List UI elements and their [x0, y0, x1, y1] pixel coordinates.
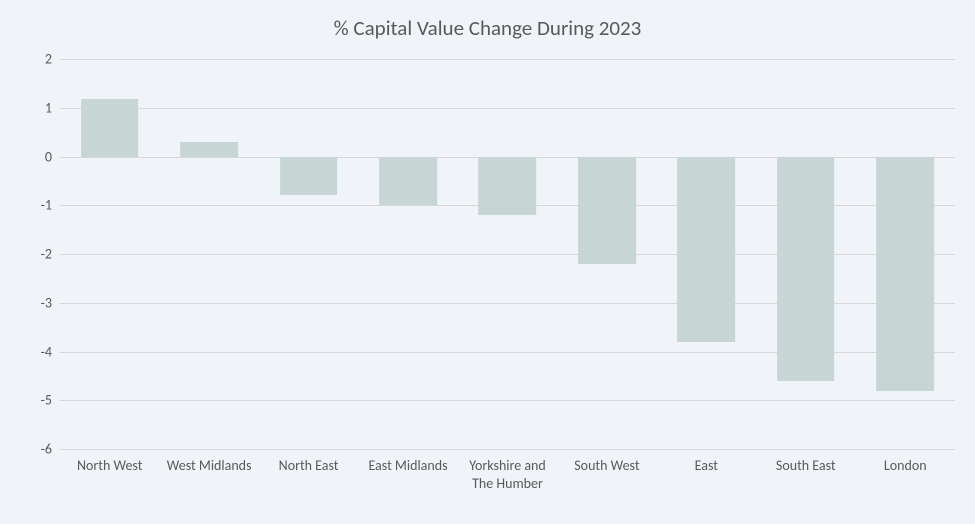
bar	[81, 99, 139, 157]
x-tick-label: Yorkshire and The Humber	[458, 457, 557, 492]
bar-slot	[259, 59, 358, 449]
plot-area: 210-1-2-3-4-5-6	[60, 59, 955, 449]
bar-slot	[856, 59, 955, 449]
x-tick-label: East	[657, 457, 756, 492]
x-axis-labels: North WestWest MidlandsNorth EastEast Mi…	[60, 457, 955, 492]
bar-slot	[657, 59, 756, 449]
x-tick-label: North West	[60, 457, 159, 492]
bar	[280, 157, 338, 195]
chart-container: % Capital Value Change During 2023 210-1…	[0, 0, 975, 524]
bar	[876, 157, 934, 391]
y-tick-label: 2	[45, 51, 52, 68]
x-tick-label: North East	[259, 457, 358, 492]
bar-slot	[458, 59, 557, 449]
bar	[180, 142, 238, 157]
x-tick-label: South East	[756, 457, 855, 492]
y-tick-label: -2	[41, 246, 52, 263]
bar	[777, 157, 835, 381]
x-tick-label: West Midlands	[159, 457, 258, 492]
y-tick-label: 1	[45, 99, 52, 116]
chart-title: % Capital Value Change During 2023	[20, 15, 955, 41]
bar-slot	[159, 59, 258, 449]
bar-slot	[60, 59, 159, 449]
bars-area	[60, 59, 955, 449]
bar	[379, 157, 437, 206]
bar	[479, 157, 537, 216]
bar	[678, 157, 736, 342]
x-tick-label: East Midlands	[358, 457, 457, 492]
bar-slot	[557, 59, 656, 449]
x-tick-label: South West	[557, 457, 656, 492]
bar	[578, 157, 636, 264]
bar-slot	[358, 59, 457, 449]
x-tick-label: London	[856, 457, 955, 492]
y-tick-label: -6	[41, 441, 52, 458]
y-tick-label: -4	[41, 343, 52, 360]
y-tick-label: -3	[41, 294, 52, 311]
y-tick-label: -5	[41, 392, 52, 409]
y-tick-label: 0	[45, 148, 52, 165]
y-tick-label: -1	[41, 197, 52, 214]
bar-slot	[756, 59, 855, 449]
gridline	[60, 449, 955, 450]
